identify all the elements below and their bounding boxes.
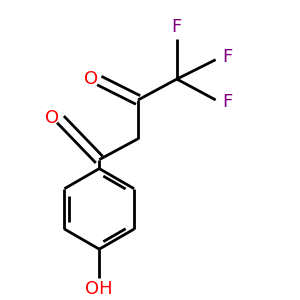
- Text: O: O: [84, 70, 98, 88]
- Text: F: F: [222, 93, 232, 111]
- Text: F: F: [172, 19, 182, 37]
- Text: F: F: [222, 48, 232, 66]
- Text: O: O: [45, 109, 59, 127]
- Text: OH: OH: [85, 280, 113, 298]
